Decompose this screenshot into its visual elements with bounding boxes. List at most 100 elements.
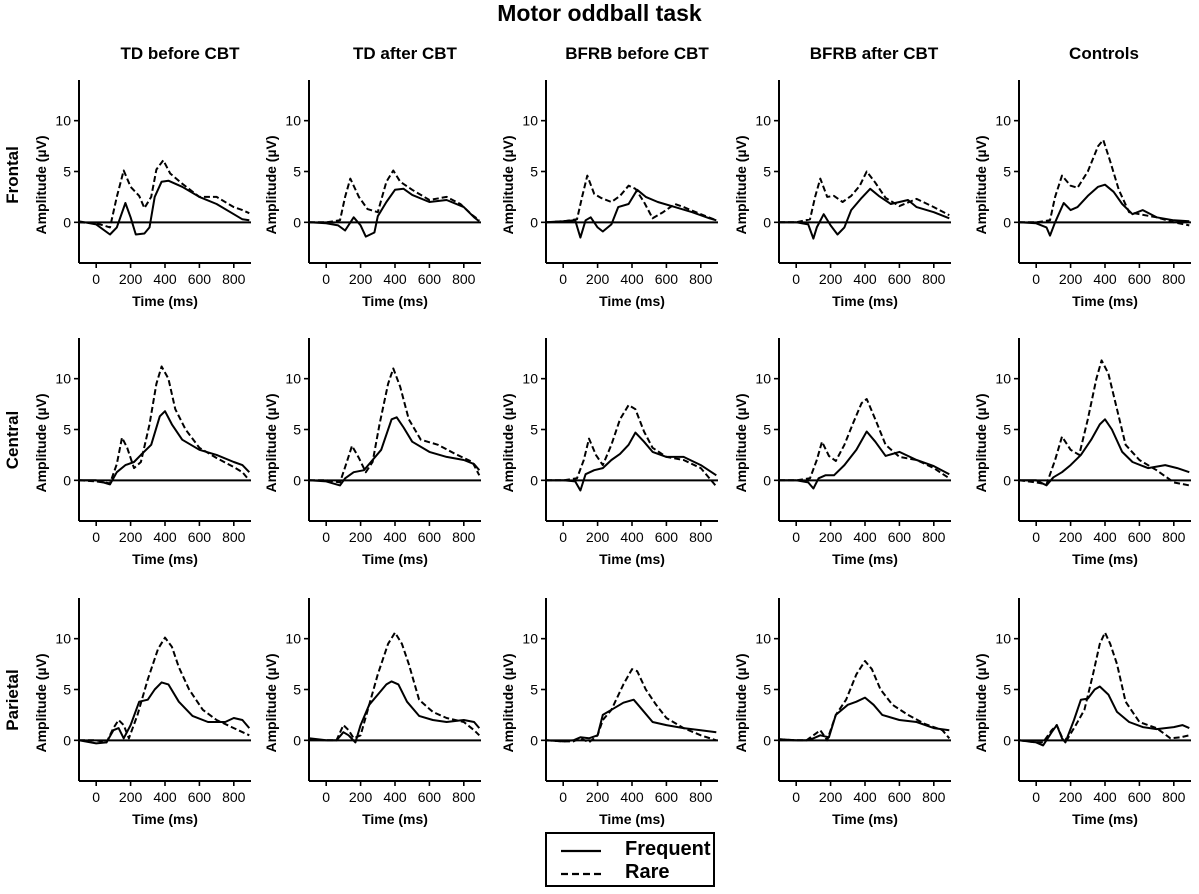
x-axis-label: Time (ms) [362, 811, 428, 827]
x-tick-label: 400 [1093, 789, 1117, 805]
x-tick-label: 0 [92, 271, 100, 287]
series-frequent-line [545, 188, 717, 239]
series-frequent-line [308, 680, 481, 744]
x-axis-label: Time (ms) [362, 293, 428, 309]
y-tick-label: 0 [293, 472, 301, 488]
y-tick-label: 0 [1003, 472, 1011, 488]
series-frequent-line [1018, 183, 1190, 237]
series-frequent-line [546, 431, 717, 492]
x-axis-label: Time (ms) [132, 293, 198, 309]
panel-central-td-before-cbt: 0 5 10 0 200 400 600 800 Time (ms) Amplitude (µV) [33, 338, 251, 567]
legend-item-frequent: Frequent [561, 838, 711, 864]
y-tick-label: 5 [530, 164, 538, 180]
column-title-controls: Controls [1069, 44, 1139, 63]
x-axis-label: Time (ms) [132, 811, 198, 827]
panel-parietal-controls: 0 5 10 0 200 400 600 800 Time (ms) Amplitude (µV) [973, 598, 1191, 827]
x-tick-label: 200 [1059, 529, 1083, 545]
x-tick-label: 400 [153, 271, 177, 287]
x-tick-label: 200 [586, 271, 610, 287]
y-axis-label: Amplitude (µV) [263, 393, 279, 492]
x-axis-label: Time (ms) [362, 551, 428, 567]
y-axis-label: Amplitude (µV) [263, 135, 279, 234]
legend-swatch-solid [561, 849, 601, 853]
x-tick-label: 800 [222, 529, 246, 545]
y-tick-label: 5 [1003, 422, 1011, 438]
series-frequent-line [308, 416, 481, 487]
x-tick-label: 800 [1162, 271, 1186, 287]
y-tick-label: 0 [293, 732, 301, 748]
series-frequent-line [1018, 685, 1190, 747]
y-tick-label: 0 [530, 214, 538, 230]
x-tick-label: 600 [188, 529, 212, 545]
y-tick-label: 5 [63, 422, 71, 438]
x-tick-label: 0 [1032, 789, 1040, 805]
x-tick-label: 400 [620, 271, 644, 287]
x-tick-label: 200 [119, 271, 143, 287]
x-axis-label: Time (ms) [132, 551, 198, 567]
y-axis-label: Amplitude (µV) [263, 653, 279, 752]
x-tick-label: 600 [188, 271, 212, 287]
x-tick-label: 0 [559, 789, 567, 805]
y-tick-label: 5 [1003, 682, 1011, 698]
x-tick-label: 0 [92, 529, 100, 545]
x-tick-label: 0 [1032, 271, 1040, 287]
series-rare-line [545, 174, 717, 224]
y-tick-label: 5 [63, 164, 71, 180]
y-axis-label: Amplitude (µV) [733, 135, 749, 234]
y-tick-label: 5 [293, 682, 301, 698]
panel-parietal-td-after-cbt: 0 5 10 0 200 400 600 800 Time (ms) Amplitude (µV) [263, 598, 481, 827]
series-frequent-line [778, 696, 950, 742]
y-tick-label: 10 [995, 113, 1011, 129]
series-rare-line [78, 159, 250, 229]
y-tick-label: 0 [530, 732, 538, 748]
x-tick-label: 400 [620, 789, 644, 805]
x-tick-label: 800 [922, 789, 946, 805]
x-tick-label: 600 [888, 529, 912, 545]
x-tick-label: 600 [418, 271, 442, 287]
x-tick-label: 200 [119, 529, 143, 545]
legend-label-rare: Rare [625, 861, 670, 883]
x-tick-label: 400 [383, 789, 407, 805]
x-tick-label: 0 [322, 271, 330, 287]
y-tick-label: 0 [63, 472, 71, 488]
x-tick-label: 200 [349, 529, 373, 545]
y-tick-label: 5 [530, 682, 538, 698]
x-tick-label: 800 [922, 529, 946, 545]
x-tick-label: 200 [1059, 789, 1083, 805]
x-tick-label: 800 [452, 271, 476, 287]
series-rare-line [1018, 359, 1190, 487]
series-rare-line [78, 365, 251, 485]
series-frequent-line [1019, 418, 1190, 487]
panel-frontal-td-after-cbt: 0 5 10 0 200 400 600 800 Time (ms) Amplitude (µV) [263, 80, 481, 309]
y-tick-label: 5 [63, 682, 71, 698]
y-tick-label: 10 [285, 113, 301, 129]
x-tick-label: 800 [452, 529, 476, 545]
x-tick-label: 400 [853, 529, 877, 545]
y-axis-label: Amplitude (µV) [500, 135, 516, 234]
y-tick-label: 10 [522, 631, 538, 647]
x-tick-label: 200 [819, 271, 843, 287]
y-axis-label: Amplitude (µV) [973, 135, 989, 234]
series-frequent-line [78, 179, 250, 236]
series-rare-line [778, 660, 951, 742]
figure-title: Motor oddball task [497, 0, 702, 26]
series-frequent-line [545, 698, 717, 743]
x-axis-label: Time (ms) [1072, 293, 1138, 309]
x-tick-label: 0 [322, 529, 330, 545]
x-tick-label: 800 [222, 789, 246, 805]
legend: Frequent Rare [545, 832, 715, 887]
y-tick-label: 10 [285, 631, 301, 647]
x-tick-label: 600 [655, 529, 679, 545]
panel-central-controls: 0 5 10 0 200 400 600 800 Time (ms) Amplitude (µV) [973, 338, 1191, 567]
x-tick-label: 0 [792, 529, 800, 545]
x-tick-label: 200 [586, 529, 610, 545]
column-title-bfrb-after-cbt: BFRB after CBT [809, 44, 939, 63]
x-tick-label: 600 [418, 789, 442, 805]
series-frequent-line [779, 187, 950, 240]
y-tick-label: 0 [1003, 732, 1011, 748]
x-tick-label: 800 [689, 529, 713, 545]
y-tick-label: 10 [522, 113, 538, 129]
series-rare-line [546, 404, 718, 488]
panel-parietal-bfrb-before-cbt: 0 5 10 0 200 400 600 800 Time (ms) Amplitude (µV) [500, 598, 718, 827]
